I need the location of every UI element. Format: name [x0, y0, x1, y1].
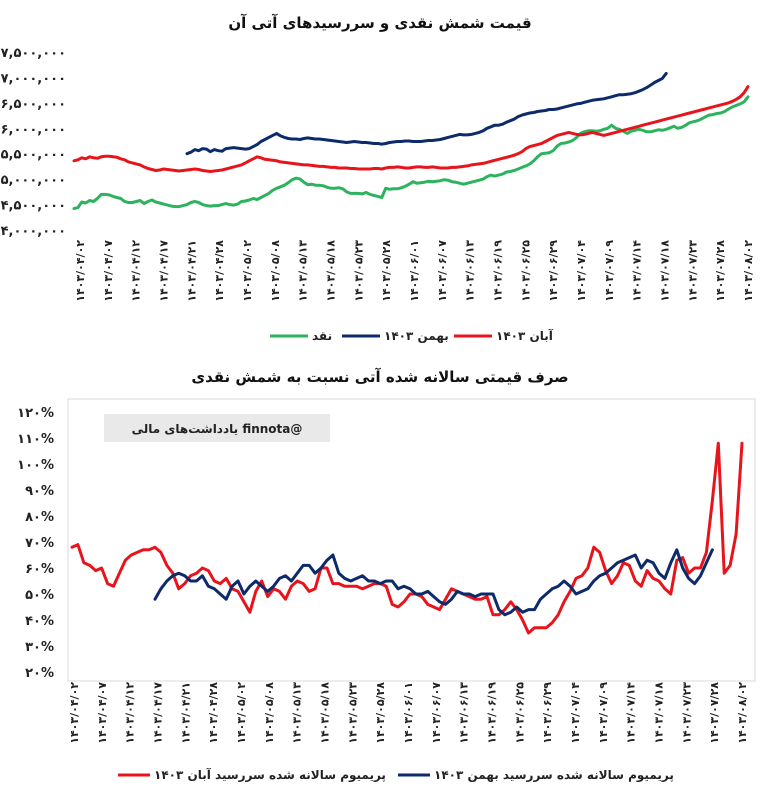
price-chart-title: قیمت شمش نقدی و سررسیدهای آتی آن — [228, 14, 531, 32]
premium-x-tick-label: ۱۴۰۳/۰۵/۱۳ — [291, 682, 304, 744]
legend-bahman-label: بهمن ۱۴۰۳ — [384, 329, 449, 343]
price-chart-lines — [72, 71, 750, 211]
premium-chart-y-axis: ۲۰% ۳۰% ۴۰% ۵۰% ۶۰% ۷۰% ۸۰% ۹۰% ۱۰۰% ۱۱۰% ۱۲۰% — [17, 406, 54, 681]
premium-x-tick-label: ۱۴۰۳/۰۷/۱۸ — [653, 682, 666, 744]
premium-x-tick-label: ۱۴۰۳/۰۴/۰۷ — [96, 682, 109, 744]
price-x-tick-label: ۱۴۰۳/۰۶/۰۱ — [408, 240, 421, 302]
price-x-tick-label: ۱۴۰۳/۰۵/۰۲ — [241, 240, 254, 302]
price-x-tick-label: ۱۴۰۳/۰۷/۰۴ — [575, 240, 588, 302]
price-y-tick-label: ۵,۰۰۰,۰۰۰ — [1, 173, 66, 188]
premium-y-tick-label: ۳۰% — [25, 640, 54, 655]
price-x-tick-label: ۱۴۰۳/۰۴/۰۲ — [74, 240, 87, 302]
price-chart-y-axis: ۴,۰۰۰,۰۰۰ ۴,۵۰۰,۰۰۰ ۵,۰۰۰,۰۰۰ ۵,۵۰۰,۰۰۰ ۶,۰۰… — [1, 46, 66, 239]
premium-x-tick-label: ۱۴۰۳/۰۴/۱۲ — [124, 682, 137, 744]
premium-x-tick-label: ۱۴۰۳/۰۶/۱۳ — [458, 682, 471, 744]
watermark-text: یادداشت‌های مالی finnota@ — [132, 422, 303, 436]
premium-x-tick-label: ۱۴۰۳/۰۵/۲۸ — [374, 682, 387, 744]
price-x-tick-label: ۱۴۰۳/۰۵/۲۸ — [380, 240, 393, 302]
premium-x-tick-label: ۱۴۰۳/۰۷/۰۴ — [569, 682, 582, 744]
price-x-tick-label: ۱۴۰۳/۰۷/۲۸ — [714, 240, 727, 302]
legend-bahman-premium-label: پریمیوم سالانه شده سررسید بهمن ۱۴۰۳ — [434, 768, 674, 783]
watermark: یادداشت‌های مالی finnota@ — [104, 414, 330, 442]
price-y-tick-label: ۷,۵۰۰,۰۰۰ — [1, 46, 66, 61]
price-y-tick-label: ۵,۵۰۰,۰۰۰ — [1, 148, 66, 163]
premium-y-tick-label: ۱۰۰% — [17, 458, 54, 473]
premium-chart-lines — [70, 441, 744, 635]
price-x-tick-label: ۱۴۰۳/۰۷/۱۸ — [659, 240, 672, 302]
premium-y-tick-label: ۶۰% — [25, 562, 54, 577]
price-x-tick-label: ۱۴۰۳/۰۸/۰۲ — [742, 240, 755, 302]
premium-y-tick-label: ۷۰% — [25, 536, 54, 551]
price-x-tick-label: ۱۴۰۳/۰۴/۱۲ — [130, 240, 143, 302]
price-series-line-1 — [185, 71, 668, 156]
price-y-tick-label: ۶,۰۰۰,۰۰۰ — [1, 122, 66, 137]
premium-x-tick-label: ۱۴۰۳/۰۵/۰۸ — [263, 682, 276, 744]
price-x-tick-label: ۱۴۰۳/۰۵/۱۳ — [297, 240, 310, 302]
premium-x-tick-label: ۱۴۰۳/۰۶/۰۷ — [430, 682, 443, 744]
premium-y-tick-label: ۹۰% — [25, 484, 54, 499]
price-chart-x-axis: ۱۴۰۳/۰۴/۰۲ ۱۴۰۳/۰۴/۰۷ ۱۴۰۳/۰۴/۱۲ ۱۴۰۳/۰۴/۱۷… — [74, 240, 755, 302]
premium-x-tick-label: ۱۴۰۳/۰۵/۱۸ — [319, 682, 332, 744]
premium-y-tick-label: ۱۱۰% — [17, 432, 54, 447]
premium-x-tick-label: ۱۴۰۳/۰۶/۲۵ — [513, 682, 526, 744]
price-series-line-2 — [72, 85, 750, 173]
price-series-line-0 — [72, 95, 750, 211]
legend-spot-label: نقد — [312, 329, 332, 343]
premium-y-tick-label: ۵۰% — [25, 588, 54, 603]
premium-y-tick-label: ۸۰% — [25, 510, 54, 525]
legend-aban-label: آبان ۱۴۰۳ — [496, 328, 554, 343]
premium-x-tick-label: ۱۴۰۳/۰۷/۱۴ — [625, 682, 638, 744]
price-x-tick-label: ۱۴۰۳/۰۷/۱۴ — [631, 240, 644, 302]
price-x-tick-label: ۱۴۰۳/۰۴/۱۷ — [158, 240, 171, 302]
premium-x-tick-label: ۱۴۰۳/۰۴/۰۲ — [68, 682, 81, 744]
price-y-tick-label: ۴,۵۰۰,۰۰۰ — [1, 199, 66, 214]
plot-border — [67, 398, 756, 682]
premium-x-tick-label: ۱۴۰۳/۰۶/۰۱ — [402, 682, 415, 744]
price-x-tick-label: ۱۴۰۳/۰۶/۰۷ — [436, 240, 449, 302]
price-chart: قیمت شمش نقدی و سررسیدهای آتی آن ۴,۰۰۰,۰… — [1, 14, 755, 343]
price-x-tick-label: ۱۴۰۳/۰۶/۲۹ — [547, 240, 560, 302]
premium-series-line-1 — [153, 548, 714, 617]
premium-chart-frame — [67, 398, 756, 682]
price-x-tick-label: ۱۴۰۳/۰۵/۱۸ — [325, 240, 338, 302]
premium-y-tick-label: ۲۰% — [25, 666, 54, 681]
premium-chart: صرف قیمتی سالانه شده آتی نسبت به شمش نقد… — [17, 368, 756, 783]
premium-x-tick-label: ۱۴۰۳/۰۷/۰۹ — [597, 682, 610, 744]
price-x-tick-label: ۱۴۰۳/۰۵/۰۸ — [269, 240, 282, 302]
price-y-tick-label: ۶,۵۰۰,۰۰۰ — [1, 97, 66, 112]
price-x-tick-label: ۱۴۰۳/۰۶/۱۹ — [492, 240, 505, 302]
premium-x-tick-label: ۱۴۰۳/۰۵/۰۲ — [235, 682, 248, 744]
premium-x-tick-label: ۱۴۰۳/۰۶/۱۹ — [486, 682, 499, 744]
watermark-box — [104, 414, 330, 442]
premium-x-tick-label: ۱۴۰۳/۰۵/۲۳ — [346, 682, 359, 744]
price-chart-legend: نقد بهمن ۱۴۰۳ آبان ۱۴۰۳ — [270, 328, 554, 343]
premium-x-tick-label: ۱۴۰۳/۰۷/۲۳ — [680, 682, 693, 744]
price-x-tick-label: ۱۴۰۳/۰۶/۲۵ — [519, 240, 532, 302]
price-x-tick-label: ۱۴۰۳/۰۷/۲۳ — [686, 240, 699, 302]
premium-x-tick-label: ۱۴۰۳/۰۴/۲۱ — [179, 682, 192, 744]
price-x-tick-label: ۱۴۰۳/۰۵/۲۳ — [352, 240, 365, 302]
price-x-tick-label: ۱۴۰۳/۰۴/۰۷ — [102, 240, 115, 302]
price-x-tick-label: ۱۴۰۳/۰۴/۲۸ — [213, 240, 226, 302]
premium-chart-x-axis: ۱۴۰۳/۰۴/۰۲ ۱۴۰۳/۰۴/۰۷ ۱۴۰۳/۰۴/۱۲ ۱۴۰۳/۰۴/۱۷… — [68, 682, 749, 744]
premium-x-tick-label: ۱۴۰۳/۰۶/۲۹ — [541, 682, 554, 744]
price-x-tick-label: ۱۴۰۳/۰۶/۱۳ — [464, 240, 477, 302]
price-x-tick-label: ۱۴۰۳/۰۴/۲۱ — [185, 240, 198, 302]
premium-chart-title: صرف قیمتی سالانه شده آتی نسبت به شمش نقد… — [191, 368, 568, 386]
premium-chart-legend: پریمیوم سالانه شده سررسید آبان ۱۴۰۳ پریم… — [118, 767, 674, 783]
premium-x-tick-label: ۱۴۰۳/۰۷/۲۸ — [708, 682, 721, 744]
price-y-tick-label: ۴,۰۰۰,۰۰۰ — [1, 224, 66, 239]
price-y-tick-label: ۷,۰۰۰,۰۰۰ — [1, 71, 66, 86]
premium-x-tick-label: ۱۴۰۳/۰۴/۱۷ — [152, 682, 165, 744]
premium-series-line-0 — [70, 441, 744, 635]
price-x-tick-label: ۱۴۰۳/۰۷/۰۹ — [603, 240, 616, 302]
premium-y-tick-label: ۱۲۰% — [17, 406, 54, 421]
premium-x-tick-label: ۱۴۰۳/۰۸/۰۲ — [736, 682, 749, 744]
premium-x-tick-label: ۱۴۰۳/۰۴/۲۸ — [207, 682, 220, 744]
legend-aban-premium-label: پریمیوم سالانه شده سررسید آبان ۱۴۰۳ — [154, 767, 386, 783]
premium-y-tick-label: ۴۰% — [25, 614, 54, 629]
